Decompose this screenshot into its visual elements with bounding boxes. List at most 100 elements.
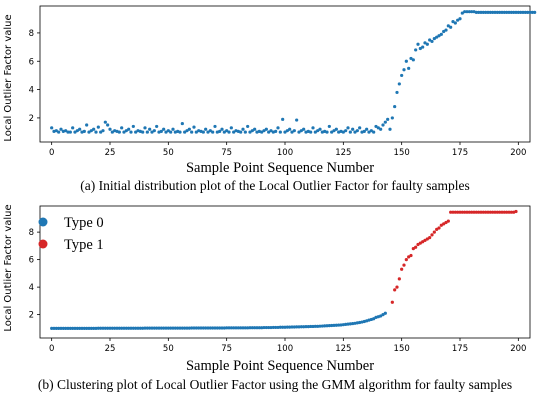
data-point: [407, 66, 411, 70]
data-point: [381, 123, 385, 127]
data-point: [533, 10, 537, 14]
data-point: [148, 127, 152, 131]
data-point: [178, 326, 182, 330]
data-point: [211, 326, 215, 330]
data-point: [124, 129, 128, 133]
data-point: [465, 210, 469, 214]
data-point: [313, 324, 317, 328]
data-point: [222, 326, 226, 330]
data-point: [372, 130, 376, 134]
data-point: [271, 325, 275, 330]
data-point: [89, 129, 93, 133]
data-point: [180, 121, 184, 126]
data-point: [129, 130, 133, 134]
x-tick-label: 175: [452, 148, 468, 158]
y-axis-label-b: Local Outlier Factor value: [3, 204, 14, 331]
data-point: [155, 326, 159, 330]
data-point: [393, 104, 397, 109]
data-point: [92, 127, 96, 131]
data-point: [306, 324, 310, 329]
data-point: [348, 322, 352, 326]
data-point: [430, 39, 434, 44]
data-point: [141, 326, 145, 330]
data-point: [498, 10, 502, 14]
data-point: [488, 210, 492, 214]
data-point: [341, 323, 345, 327]
legend-label-type1: Type 1: [64, 237, 104, 253]
data-point: [164, 326, 168, 330]
data-point: [239, 130, 243, 134]
data-point: [176, 326, 180, 330]
data-point: [330, 130, 334, 134]
data-point: [365, 127, 369, 131]
data-point: [162, 127, 166, 131]
data-point: [376, 126, 380, 130]
data-point: [295, 325, 299, 329]
data-point: [295, 118, 299, 122]
data-point: [180, 326, 184, 330]
data-point: [456, 210, 460, 214]
data-point: [325, 130, 329, 134]
data-point: [150, 326, 154, 330]
data-point: [159, 326, 163, 330]
data-point: [241, 127, 245, 131]
data-point: [288, 127, 292, 131]
data-point: [491, 210, 495, 214]
y-tick-label: 6: [29, 57, 34, 67]
data-point: [253, 326, 257, 330]
data-point: [477, 210, 481, 214]
x-tick-label: 100: [277, 344, 293, 354]
data-point: [393, 288, 397, 292]
data-point: [155, 124, 159, 129]
data-point: [204, 326, 208, 330]
data-point: [484, 10, 488, 14]
data-point: [169, 130, 173, 134]
data-point: [134, 326, 138, 330]
data-point: [502, 10, 506, 14]
data-point: [358, 126, 362, 130]
data-point: [402, 263, 406, 267]
data-point: [157, 326, 161, 330]
data-point: [103, 326, 107, 330]
axis-ticks-a: 0 25 50 75 100 125 150 175 200 2 4 6 8: [29, 29, 527, 158]
data-point: [313, 130, 317, 134]
data-point: [318, 324, 322, 328]
data-points-a: [50, 10, 537, 134]
x-tick-label: 75: [221, 344, 232, 354]
data-point: [507, 210, 511, 214]
data-point: [220, 326, 224, 330]
data-point: [421, 45, 425, 49]
data-point: [190, 326, 194, 330]
data-point: [523, 10, 527, 14]
x-tick-label: 25: [105, 344, 116, 354]
data-point: [344, 129, 348, 133]
data-point: [71, 126, 75, 130]
data-point: [346, 322, 350, 326]
data-point: [446, 219, 450, 223]
data-point: [414, 245, 418, 249]
data-point: [241, 326, 245, 330]
data-point: [281, 117, 285, 121]
data-point: [292, 129, 296, 133]
data-point: [465, 10, 469, 14]
data-point: [297, 130, 301, 134]
data-point: [486, 10, 490, 14]
data-point: [509, 10, 513, 14]
data-point: [229, 326, 233, 330]
data-point: [386, 117, 390, 121]
data-point: [206, 130, 210, 134]
data-point: [400, 73, 404, 78]
data-point: [316, 324, 320, 328]
data-point: [68, 326, 72, 330]
data-point: [185, 129, 189, 133]
data-point: [59, 326, 63, 330]
y-tick-label: 8: [29, 228, 34, 238]
data-point: [502, 210, 506, 214]
data-point: [173, 326, 177, 330]
data-point: [283, 130, 287, 134]
data-point: [127, 326, 131, 330]
data-point: [411, 247, 415, 251]
data-point: [120, 326, 124, 330]
data-point: [269, 325, 273, 330]
data-point: [505, 10, 509, 14]
